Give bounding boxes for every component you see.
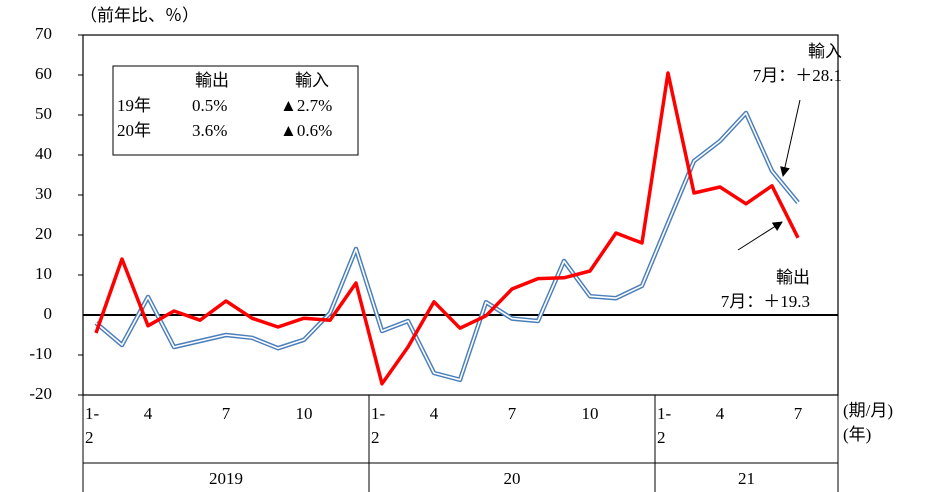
x-tick-label: 7 — [221, 404, 231, 423]
x-unit-label: (期/月) — [843, 401, 893, 420]
plot-frame — [82, 34, 839, 396]
x-tick-label: 7 — [793, 404, 803, 423]
export-line — [94, 71, 800, 386]
table-header: 輸入 — [295, 71, 329, 90]
table-cell: 0.5% — [192, 96, 227, 115]
x-tick-label: 1- 2 — [85, 404, 100, 447]
x-tick-label: 1- 2 — [371, 404, 386, 447]
y-tick-label: 10 — [35, 264, 52, 283]
arrow — [737, 221, 783, 251]
y-tick-label: 40 — [35, 144, 52, 163]
y-tick-label: 0 — [44, 304, 53, 323]
x-tick-label: 4 — [429, 404, 439, 423]
y-tick-label: -20 — [29, 384, 52, 403]
group-label: 2019 — [209, 469, 243, 488]
arrow — [780, 99, 801, 177]
x-tick-label: 1- 2 — [657, 404, 672, 447]
y-tick-label: 60 — [35, 64, 52, 83]
x-tick-label: 7 — [507, 404, 517, 423]
x-tick-label: 10 — [295, 404, 313, 423]
y-tick-label: 20 — [35, 224, 52, 243]
table-cell: 3.6% — [192, 121, 227, 140]
table-header: 輸出 — [195, 71, 229, 90]
table-cell: 20年 — [117, 121, 151, 140]
table-cell: 19年 — [117, 96, 151, 115]
x-tick-label: 10 — [581, 404, 599, 423]
annotation: 輸入 7月：＋28.1 — [752, 42, 842, 85]
legend-table — [112, 65, 359, 156]
group-label: 20 — [504, 469, 521, 488]
import-line-inner — [95, 112, 799, 381]
y-tick-label: 70 — [35, 24, 52, 43]
table-cell: ▲0.6% — [280, 121, 332, 140]
y-tick-label: 30 — [35, 184, 52, 203]
y-tick-label: 50 — [35, 104, 52, 123]
group-label: 21 — [738, 469, 755, 488]
x-tick-label: 4 — [715, 404, 725, 423]
annotation: 輸出 7月：＋19.3 — [720, 268, 810, 311]
y-unit-label: （前年比、％） — [80, 6, 199, 25]
y-tick-label: -10 — [29, 344, 52, 363]
group-unit-label: (年) — [843, 425, 871, 444]
x-tick-label: 4 — [143, 404, 153, 423]
table-cell: ▲2.7% — [280, 96, 332, 115]
